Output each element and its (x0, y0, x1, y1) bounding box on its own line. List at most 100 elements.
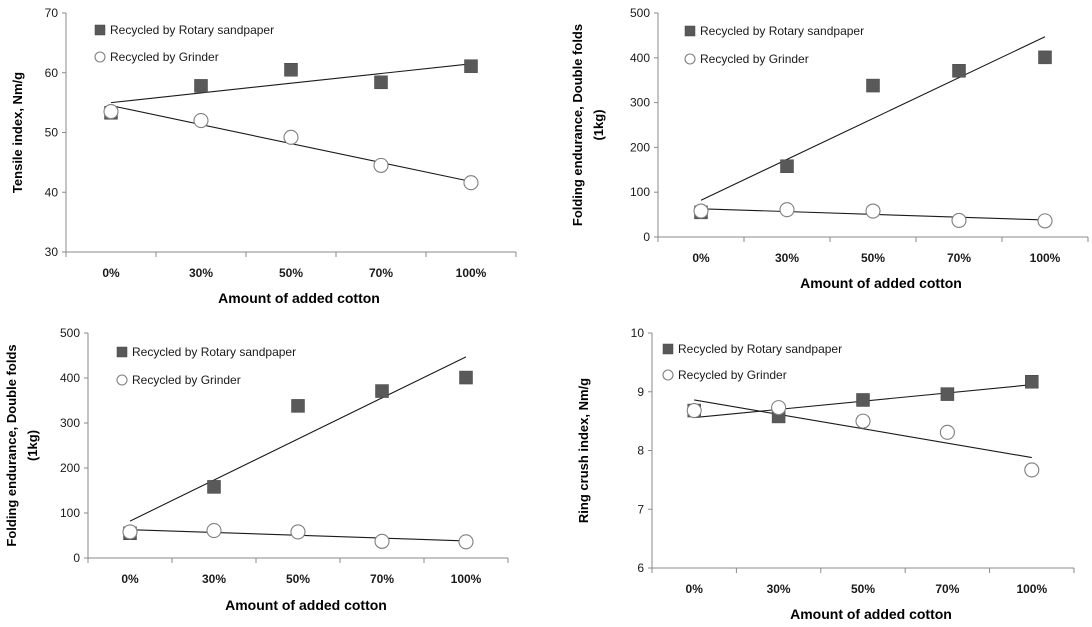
data-point-square (194, 79, 208, 93)
y-axis-title-line2: (1kg) (591, 109, 606, 140)
data-point-square (464, 59, 478, 73)
legend-entry: Recycled by Grinder (684, 52, 809, 66)
legend-entry: Recycled by Grinder (662, 368, 787, 382)
y-tick-label: 70 (45, 6, 59, 20)
x-tick-label: 70% (369, 266, 393, 280)
x-tick-label: 70% (935, 582, 959, 596)
data-point-square (374, 75, 388, 90)
x-tick-label: 100% (1030, 251, 1061, 265)
x-tick-label: 50% (861, 251, 885, 265)
data-point-circle (290, 524, 306, 540)
data-point-circle (283, 129, 299, 145)
legend-entry: Recycled by Rotary sandpaper (116, 345, 296, 359)
y-tick-label: 300 (60, 416, 80, 430)
legend-marker-square (662, 343, 674, 355)
legend-marker-square (684, 25, 696, 37)
x-axis-title: Amount of added cotton (218, 290, 380, 306)
legend-marker-circle (116, 374, 128, 386)
y-axis-title-line2: (1kg) (25, 430, 40, 461)
legend-entry: Recycled by Rotary sandpaper (94, 23, 274, 37)
trendline-circle (694, 399, 1032, 459)
y-tick-label: 500 (60, 326, 80, 340)
data-point-circle (865, 203, 881, 219)
data-point-square (1038, 50, 1052, 65)
y-tick-label: 9 (637, 385, 644, 399)
data-point-square (291, 399, 305, 413)
x-tick-label: 0% (102, 266, 120, 280)
x-tick-label: 50% (279, 266, 303, 280)
y-tick-label: 400 (60, 371, 80, 385)
y-tick-label: 100 (630, 185, 650, 199)
y-axis-title: Folding endurance, Double folds (4, 344, 19, 546)
data-point-circle (951, 212, 967, 228)
legend-label: Recycled by Rotary sandpaper (678, 342, 842, 356)
data-point-square (952, 64, 966, 78)
data-point-circle (779, 202, 795, 218)
chart-panel-2: 0 100 200 300 400 500 0% 30% 50% 70% 100% Amount of… (570, 6, 1089, 291)
chart-panel-1: 30 40 50 60 70 0% 30% 50% 70% 100% Amount of added… (10, 6, 517, 306)
data-point-square (780, 159, 794, 173)
data-point-circle (463, 175, 479, 191)
y-axis-title: Ring crush index, Nm/g (576, 378, 591, 523)
data-point-circle (373, 157, 389, 173)
data-point-circle (693, 203, 709, 219)
data-point-circle (103, 104, 119, 120)
legend-marker-circle (94, 51, 106, 63)
legend-label: Recycled by Grinder (700, 52, 809, 66)
data-point-square (375, 384, 389, 398)
data-point-circle (771, 400, 787, 416)
trendline-square (700, 36, 1046, 201)
x-tick-label: 100% (451, 572, 482, 586)
trendline-square (110, 63, 472, 104)
x-tick-label: 0% (692, 251, 710, 265)
x-tick-label: 0% (686, 582, 704, 596)
x-tick-label: 100% (456, 266, 487, 280)
legend-label: Recycled by Rotary sandpaper (132, 345, 296, 359)
y-tick-label: 0 (73, 551, 80, 565)
data-point-circle (206, 522, 222, 539)
x-axis-title: Amount of added cotton (790, 606, 952, 622)
legend-marker-square (94, 24, 106, 36)
data-point-square (940, 387, 955, 401)
legend-marker-square (116, 346, 128, 358)
x-tick-label: 50% (286, 572, 310, 586)
x-tick-label: 50% (851, 582, 875, 596)
x-tick-label: 100% (1016, 582, 1047, 596)
data-point-circle (1024, 462, 1040, 478)
legend-entry: Recycled by Grinder (94, 50, 219, 64)
trendline-square (129, 356, 467, 522)
y-tick-label: 200 (630, 140, 650, 154)
legend-label: Recycled by Rotary sandpaper (700, 24, 864, 38)
data-point-circle (122, 524, 138, 540)
data-point-circle (374, 533, 390, 549)
y-tick-label: 500 (630, 6, 650, 20)
data-point-circle (939, 424, 955, 440)
data-point-circle (855, 413, 871, 429)
y-tick-label: 60 (45, 66, 59, 80)
x-axis-title: Amount of added cotton (800, 275, 962, 291)
y-tick-label: 100 (60, 506, 80, 520)
legend-entry: Recycled by Rotary sandpaper (662, 342, 842, 356)
x-tick-label: 0% (121, 572, 139, 586)
x-tick-label: 30% (775, 251, 799, 265)
x-axis-title: Amount of added cotton (225, 597, 387, 613)
legend-label: Recycled by Rotary sandpaper (110, 23, 274, 37)
y-tick-label: 30 (45, 245, 59, 259)
y-tick-label: 6 (637, 561, 644, 575)
data-point-square (866, 78, 880, 93)
y-tick-label: 400 (630, 51, 650, 65)
data-point-square (284, 63, 298, 77)
y-tick-label: 8 (637, 444, 644, 458)
data-point-circle (458, 534, 474, 550)
y-tick-label: 10 (631, 326, 645, 340)
y-tick-label: 40 (45, 185, 59, 199)
chart-panel-3: 0 100 200 300 400 500 0% 30% 50% 70% 100% Amount of… (4, 326, 509, 613)
legend-label: Recycled by Grinder (110, 50, 219, 64)
y-axis-title: Folding endurance, Double folds (570, 24, 585, 226)
x-tick-label: 70% (370, 572, 394, 586)
x-tick-label: 30% (767, 582, 791, 596)
x-tick-label: 30% (202, 572, 226, 586)
